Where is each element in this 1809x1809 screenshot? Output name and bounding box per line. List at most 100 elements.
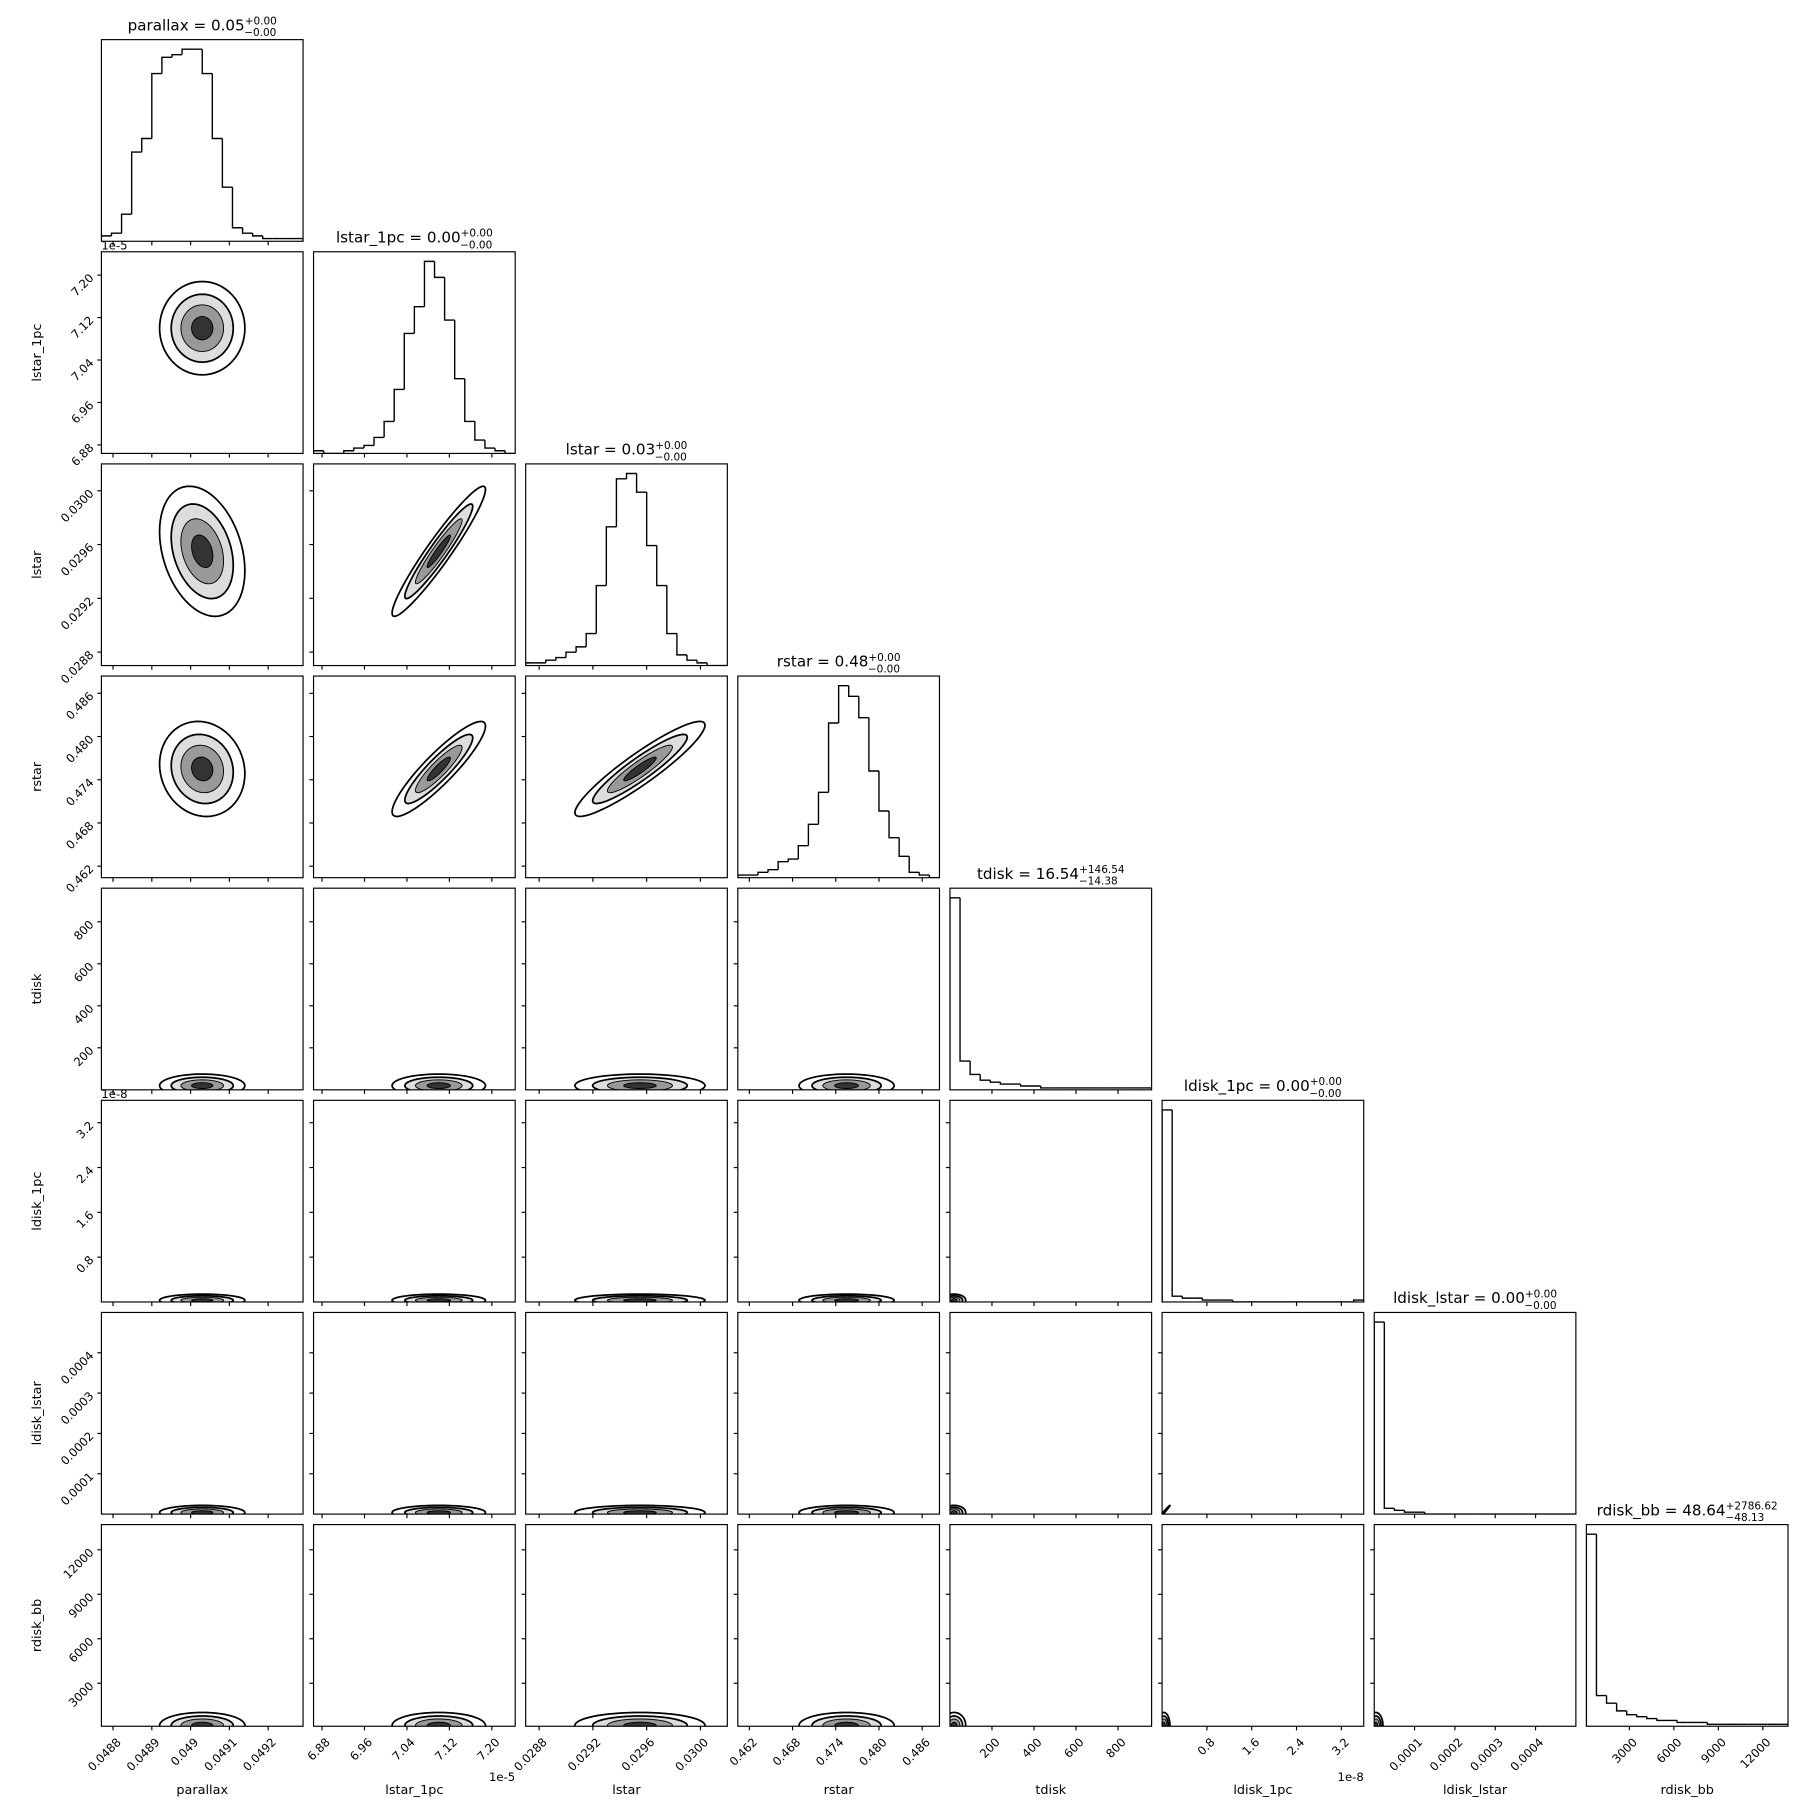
histogram-step <box>1162 1109 1173 1302</box>
panel <box>158 1073 246 1090</box>
panel <box>798 1073 895 1090</box>
x-tick-label: 0.0492 <box>240 1735 279 1774</box>
contour <box>798 1711 895 1727</box>
histogram-step <box>898 837 910 858</box>
x-tick-label: 800 <box>1103 1735 1129 1761</box>
contour <box>391 1073 487 1090</box>
histogram-step <box>1171 1109 1183 1297</box>
x-tick-label: 0.0300 <box>672 1735 711 1774</box>
title-minus: −0.00 <box>868 664 900 676</box>
y-tick-label: 1.6 <box>74 1208 97 1231</box>
contour <box>834 1082 859 1089</box>
panel-frame <box>949 1311 1153 1515</box>
x-tick-label: 0.0296 <box>619 1735 658 1774</box>
y-tick-label: 3.2 <box>74 1118 97 1141</box>
panel-title: ldisk_1pc = 0.00+0.00 −0.00 <box>1184 1076 1342 1100</box>
title-text: lstar = 0.03 <box>566 441 656 459</box>
histogram-step <box>928 875 940 878</box>
y-tick-label: 0.0300 <box>58 487 97 526</box>
histogram-step <box>949 897 961 1090</box>
panel-frame <box>737 1524 941 1727</box>
histogram-step <box>1706 1722 1718 1726</box>
histogram-step <box>353 447 364 451</box>
panel-frame <box>525 463 728 667</box>
panel-title: tdisk = 16.54+146.54 −14.38 <box>977 864 1125 888</box>
histogram-step <box>555 656 567 661</box>
panel <box>737 684 940 878</box>
panel-frame <box>312 675 516 879</box>
contour <box>950 1298 958 1302</box>
histogram-step <box>737 874 748 878</box>
panel-frame <box>100 675 304 879</box>
histogram-step <box>676 633 688 656</box>
y-tick-label: 0.0003 <box>58 1389 97 1428</box>
histogram-step <box>757 871 769 876</box>
panel <box>573 1073 706 1090</box>
x-axis-label: ldisk_1pc <box>1233 1783 1292 1798</box>
contour <box>158 1711 246 1727</box>
x-tick-label: 0.8 <box>1195 1735 1218 1758</box>
histogram-step <box>221 138 233 188</box>
panel <box>391 485 487 618</box>
panel-frame <box>100 1099 304 1303</box>
contour <box>191 756 214 782</box>
panel-frame <box>737 675 941 879</box>
histogram-step <box>525 662 536 666</box>
y-offset-text: 1e-8 <box>101 1087 127 1101</box>
x-tick-label: 0.480 <box>856 1735 889 1768</box>
x-tick-label: 6.96 <box>347 1735 375 1763</box>
histogram-step <box>1019 1084 1031 1087</box>
contour <box>1162 1510 1166 1515</box>
panel-frame <box>737 1311 941 1515</box>
histogram-step <box>989 1080 1001 1083</box>
histogram-step <box>767 868 779 873</box>
histogram-step <box>827 722 839 793</box>
histogram-step <box>343 450 354 454</box>
histogram-step <box>383 420 395 438</box>
panel <box>949 897 1152 1090</box>
panel <box>949 1711 967 1727</box>
x-tick-label: 0.0292 <box>565 1735 604 1774</box>
histogram-step <box>999 1082 1011 1085</box>
histogram-step <box>696 660 708 664</box>
x-tick-label: 0.486 <box>899 1735 932 1768</box>
y-tick-label: 400 <box>71 1002 97 1028</box>
y-axis-label: rdisk_bb <box>30 1599 45 1653</box>
title-minus: −0.00 <box>1309 1088 1341 1100</box>
panel-frame <box>525 1099 728 1303</box>
histogram-step <box>575 646 587 653</box>
x-tick-label: 0.0488 <box>85 1735 124 1774</box>
contour <box>798 1293 896 1302</box>
title-minus: −0.00 <box>244 27 276 39</box>
histogram-step <box>545 659 556 663</box>
contour <box>158 280 246 376</box>
title-text: rstar = 0.48 <box>777 653 869 671</box>
histogram-step <box>1374 1321 1385 1515</box>
panel-frame <box>737 1099 941 1303</box>
panel <box>391 720 487 818</box>
contour <box>623 1082 657 1089</box>
histogram-step <box>888 811 900 839</box>
contour <box>573 1293 706 1302</box>
histogram-step <box>1383 1322 1395 1510</box>
title-plus: +0.00 <box>655 440 687 452</box>
panel-frame <box>1161 1524 1365 1727</box>
x-tick-label: 12000 <box>1737 1735 1773 1771</box>
histogram-step <box>848 685 859 698</box>
panel-frame <box>312 1099 516 1303</box>
histogram-step <box>878 770 890 812</box>
histogram-step <box>241 227 253 234</box>
panel <box>391 1293 487 1302</box>
panel-frame <box>525 1524 728 1727</box>
x-tick-label: 0.0001 <box>1387 1735 1426 1774</box>
histogram-step <box>645 492 657 547</box>
x-tick-label: 0.0004 <box>1508 1735 1547 1774</box>
histogram-step <box>161 56 172 74</box>
title-plus: +146.54 <box>1079 864 1125 876</box>
panel <box>158 280 246 376</box>
panel-frame <box>312 1524 516 1727</box>
contour <box>1374 1711 1384 1727</box>
histogram-step <box>1595 1534 1607 1697</box>
panel-title: rstar = 0.48+0.00 −0.00 <box>777 652 901 676</box>
histogram-step <box>313 450 324 454</box>
